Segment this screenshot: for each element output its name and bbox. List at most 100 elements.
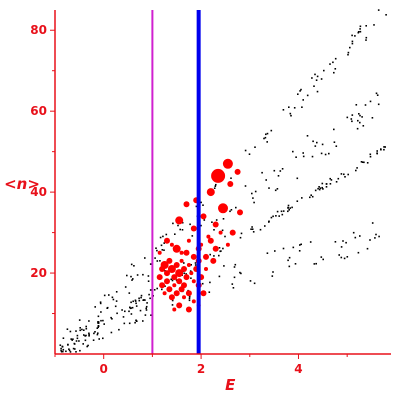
black-point [87, 344, 89, 347]
black-point [360, 161, 363, 163]
black-point [338, 254, 340, 256]
black-point [183, 262, 185, 264]
black-point [96, 327, 99, 329]
black-point [100, 311, 102, 313]
black-point [359, 114, 361, 117]
black-point [277, 175, 280, 177]
black-point [121, 309, 123, 311]
black-point [155, 247, 157, 249]
y-axis-title: <n> [4, 175, 40, 193]
black-point [189, 270, 192, 272]
black-point [328, 152, 330, 155]
black-point [377, 103, 380, 106]
black-point [86, 345, 88, 348]
black-point [354, 236, 357, 239]
red-point [185, 306, 192, 313]
black-point [189, 223, 191, 226]
black-point [82, 343, 84, 345]
red-point [186, 238, 191, 243]
black-point [78, 319, 81, 321]
black-point [194, 262, 197, 264]
black-point [76, 337, 79, 340]
black-point [319, 187, 322, 189]
black-point [377, 9, 380, 11]
black-point [376, 150, 378, 152]
black-point [321, 182, 324, 185]
black-point [68, 348, 70, 350]
y-tick-label: 60 [30, 104, 47, 118]
black-point [219, 250, 221, 253]
black-point [79, 329, 81, 332]
black-point [161, 249, 164, 251]
black-point [218, 247, 221, 249]
black-point [385, 14, 387, 16]
black-point [74, 348, 76, 350]
red-point [157, 250, 162, 255]
black-point [306, 94, 309, 97]
black-point [298, 250, 301, 252]
black-point [174, 233, 176, 235]
black-point [376, 152, 378, 155]
black-point [99, 302, 102, 305]
black-point [320, 152, 323, 155]
black-point [264, 136, 267, 139]
black-point [316, 90, 319, 93]
black-point [288, 256, 291, 259]
black-point [355, 169, 357, 172]
red-point [191, 279, 196, 284]
black-point [145, 307, 147, 310]
black-point [97, 315, 100, 318]
black-point [163, 242, 165, 244]
black-point [230, 177, 232, 179]
black-point [229, 210, 231, 213]
black-point [315, 79, 318, 81]
black-point [384, 146, 386, 148]
black-point [266, 141, 268, 143]
red-point [190, 225, 197, 232]
black-point [83, 334, 85, 336]
black-point [209, 253, 211, 256]
black-point [215, 219, 218, 221]
x-tick-label: 2 [197, 362, 205, 376]
black-point [299, 244, 301, 246]
black-point [320, 78, 323, 80]
red-point [169, 242, 174, 247]
red-point [156, 274, 163, 281]
black-point [78, 340, 80, 342]
black-point [94, 331, 96, 333]
black-point [130, 313, 133, 315]
black-point [195, 205, 198, 208]
x-tick-label: 0 [100, 362, 108, 376]
red-point [173, 290, 180, 297]
black-point [357, 31, 360, 34]
black-point [301, 197, 303, 199]
black-point [266, 252, 269, 254]
black-point [282, 109, 285, 111]
black-point [130, 307, 132, 309]
black-point [309, 196, 311, 199]
black-point [93, 332, 95, 335]
y-tick-label: 80 [30, 23, 47, 37]
black-point [62, 348, 65, 351]
red-point [159, 266, 166, 272]
black-point [244, 185, 247, 187]
black-point [131, 306, 134, 309]
black-point [188, 295, 191, 298]
black-point [306, 135, 309, 137]
black-point [106, 306, 109, 309]
black-point [232, 287, 235, 289]
black-point [161, 288, 163, 291]
black-point [288, 209, 290, 211]
black-point [318, 188, 321, 191]
black-point [359, 235, 361, 237]
black-point [371, 222, 374, 224]
black-point [313, 85, 315, 87]
black-point [293, 107, 296, 109]
black-point [222, 247, 224, 250]
red-point [171, 274, 178, 281]
black-point [115, 291, 118, 293]
black-point [317, 187, 319, 190]
black-point [139, 309, 142, 312]
black-point [159, 260, 161, 262]
black-point [282, 247, 285, 250]
